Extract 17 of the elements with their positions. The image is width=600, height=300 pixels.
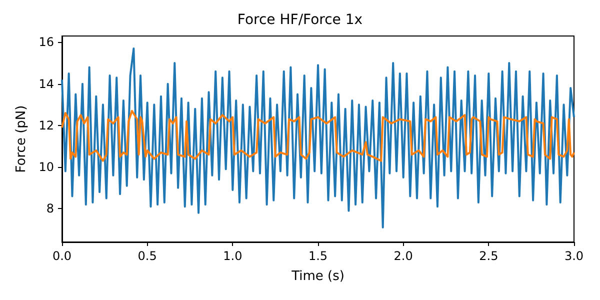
y-axis-title: Force (pN) xyxy=(14,105,29,173)
line-series xyxy=(61,47,575,228)
y-tick-label: 16 xyxy=(38,35,54,50)
y-tick-label: 8 xyxy=(46,202,54,216)
x-tick-label: 0.5 xyxy=(138,249,157,263)
line-series xyxy=(61,110,575,162)
x-tick-label: 2.5 xyxy=(479,249,498,263)
y-tick-label: 10 xyxy=(38,160,54,174)
y-tick-label: 14 xyxy=(38,76,54,91)
y-tick-label: 12 xyxy=(38,118,54,132)
x-tick-label: 0.0 xyxy=(52,249,72,263)
x-tick-label: 1.5 xyxy=(308,249,328,263)
x-tick-label: 2.0 xyxy=(394,249,413,263)
x-tick-label: 3.0 xyxy=(564,249,584,263)
x-axis-title: Time (s) xyxy=(290,269,344,284)
x-tick-label: 1.0 xyxy=(223,249,242,263)
chart-title: Force HF/Force 1x xyxy=(237,12,363,28)
